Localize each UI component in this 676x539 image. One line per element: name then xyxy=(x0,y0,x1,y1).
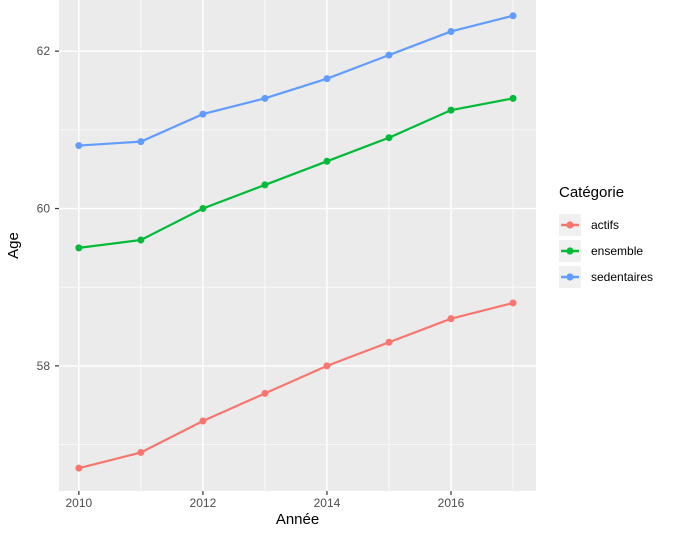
data-point-actifs-2014 xyxy=(323,362,331,370)
data-point-sedentaires-2017 xyxy=(509,12,517,20)
legend-key-sedentaires-icon xyxy=(559,266,581,288)
legend-label-ensemble: ensemble xyxy=(591,244,644,258)
y-tick-label: 60 xyxy=(37,202,51,216)
data-point-actifs-2011 xyxy=(137,448,145,456)
legend-key-ensemble-icon xyxy=(559,240,581,262)
legend-label-actifs: actifs xyxy=(591,218,620,232)
legend-item-sedentaires: sedentaires xyxy=(559,266,653,288)
data-point-ensemble-2010 xyxy=(75,244,83,252)
y-tick-label: 62 xyxy=(37,44,51,58)
y-tick-label: 58 xyxy=(37,359,51,373)
plot-panel xyxy=(59,0,536,491)
line-ensemble xyxy=(78,97,514,249)
data-point-ensemble-2013 xyxy=(261,181,269,189)
data-point-sedentaires-2014 xyxy=(323,75,331,83)
data-point-sedentaires-2010 xyxy=(75,142,83,150)
y-axis-title: Age xyxy=(5,232,22,259)
x-axis-title: Année xyxy=(275,511,320,528)
data-point-ensemble-2012 xyxy=(199,205,207,213)
legend-label-sedentaires: sedentaires xyxy=(591,270,654,284)
data-point-sedentaires-2016 xyxy=(447,27,455,35)
x-tick-label: 2010 xyxy=(65,496,92,510)
data-point-actifs-2010 xyxy=(75,464,83,472)
data-point-sedentaires-2013 xyxy=(261,94,269,102)
x-tick-label: 2016 xyxy=(438,496,465,510)
data-point-ensemble-2014 xyxy=(323,157,331,165)
data-point-actifs-2015 xyxy=(385,338,393,346)
legend: Catégorie actifs ensemble sedentaires xyxy=(559,184,653,292)
data-point-actifs-2016 xyxy=(447,315,455,323)
line-actifs xyxy=(78,301,514,470)
legend-item-ensemble: ensemble xyxy=(559,240,653,262)
data-point-ensemble-2017 xyxy=(509,94,517,102)
data-point-actifs-2013 xyxy=(261,389,269,397)
line-sedentaires xyxy=(78,14,514,147)
data-point-ensemble-2015 xyxy=(385,134,393,142)
data-point-actifs-2017 xyxy=(509,299,517,307)
legend-title: Catégorie xyxy=(559,184,625,201)
x-tick-label: 2014 xyxy=(314,496,341,510)
data-point-sedentaires-2015 xyxy=(385,51,393,59)
data-point-ensemble-2011 xyxy=(137,236,145,244)
x-tick-label: 2012 xyxy=(190,496,217,510)
data-point-sedentaires-2011 xyxy=(137,138,145,146)
legend-item-actifs: actifs xyxy=(559,214,653,236)
data-point-sedentaires-2012 xyxy=(199,110,207,118)
data-point-ensemble-2016 xyxy=(447,106,455,114)
data-point-actifs-2012 xyxy=(199,417,207,425)
legend-key-actifs-icon xyxy=(559,214,581,236)
